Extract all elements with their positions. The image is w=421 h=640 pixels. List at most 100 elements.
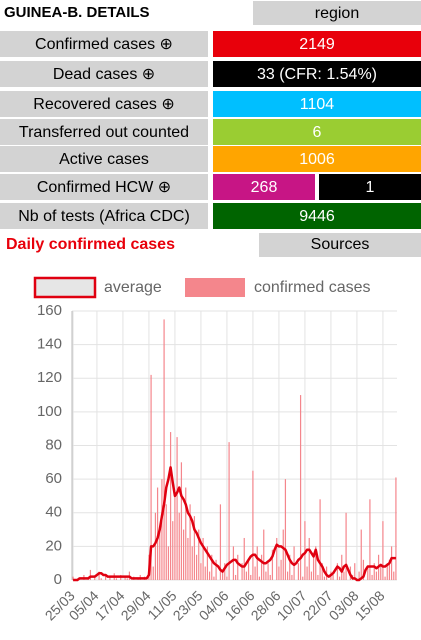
row-label-cell <box>0 61 208 87</box>
bar <box>297 563 300 580</box>
bar <box>182 529 185 580</box>
bar <box>393 571 395 580</box>
bar <box>176 437 178 580</box>
y-tick-label: 40 <box>45 504 62 521</box>
bar <box>191 546 193 580</box>
sources-button[interactable] <box>259 233 421 257</box>
bar <box>321 563 323 580</box>
bar <box>228 442 230 580</box>
value-cell <box>319 174 421 200</box>
region-button[interactable] <box>253 1 421 25</box>
bar <box>94 576 96 580</box>
value-cell <box>213 146 421 172</box>
sources-button-label[interactable]: Sources <box>311 236 370 253</box>
bar <box>291 574 293 580</box>
y-tick-label: 100 <box>37 403 62 420</box>
value: 2149 <box>299 36 335 53</box>
bar <box>98 571 100 580</box>
bar <box>306 566 308 580</box>
bar <box>256 546 258 580</box>
y-tick-label: 0 <box>54 571 62 588</box>
section-title: Daily confirmed cases <box>6 236 175 253</box>
legend-swatch[interactable] <box>33 276 97 299</box>
region-button-label[interactable]: region <box>315 5 359 22</box>
bar <box>369 499 371 580</box>
bar <box>232 546 235 580</box>
legend-label[interactable]: average <box>104 279 162 296</box>
row-label-cell <box>0 203 208 229</box>
bar <box>100 578 102 580</box>
bar <box>282 529 284 580</box>
bar <box>343 571 345 580</box>
bar <box>169 432 172 580</box>
bar <box>284 479 287 580</box>
bar <box>289 554 291 580</box>
bar <box>252 470 254 580</box>
bar <box>336 563 339 580</box>
value-cell <box>213 61 421 87</box>
bar <box>178 512 180 580</box>
bar <box>215 559 217 580</box>
bar <box>280 559 282 580</box>
bar <box>299 395 302 580</box>
bar <box>163 319 165 580</box>
legend-swatch[interactable] <box>185 278 245 297</box>
bar <box>293 546 295 580</box>
bar <box>234 574 237 580</box>
row-label-cell <box>0 91 208 117</box>
bar <box>180 462 183 580</box>
bar <box>358 571 360 580</box>
bar <box>354 563 356 580</box>
row-label: Confirmed cases ⊕ <box>35 36 173 53</box>
bar <box>382 521 384 580</box>
row-label-cell <box>0 174 208 200</box>
bar <box>72 576 74 580</box>
bar <box>208 571 211 580</box>
y-tick-label: 80 <box>45 436 62 453</box>
bar <box>237 554 239 580</box>
legend-label[interactable]: confirmed cases <box>254 279 371 296</box>
y-tick-label: 120 <box>37 369 62 386</box>
bar <box>265 571 267 580</box>
value: 1104 <box>300 96 335 113</box>
bar <box>388 559 391 580</box>
bar <box>384 576 386 580</box>
bar <box>221 571 224 580</box>
bar <box>154 512 157 580</box>
bar <box>319 499 321 580</box>
value: 6 <box>313 124 322 141</box>
value: 1 <box>366 179 375 196</box>
bar <box>271 549 274 580</box>
x-tick-label: 29/04 <box>118 587 154 623</box>
bar <box>202 537 204 580</box>
bar <box>380 566 382 580</box>
bar <box>150 374 152 580</box>
bar <box>226 576 228 580</box>
row-label: Recovered cases ⊕ <box>33 96 174 113</box>
bar <box>386 563 388 580</box>
row-label-cell <box>0 119 208 145</box>
row-label-cell <box>0 31 208 57</box>
bar <box>189 504 191 580</box>
bar <box>224 563 226 580</box>
bar <box>247 559 250 580</box>
bar <box>185 487 187 580</box>
bar <box>89 569 92 580</box>
value-cell <box>213 174 315 200</box>
bar <box>126 578 128 580</box>
bar <box>167 546 170 580</box>
bar <box>161 479 163 580</box>
bar <box>302 576 304 580</box>
bar <box>317 574 319 580</box>
bar <box>323 576 326 580</box>
value-cell <box>213 203 421 229</box>
value-cell <box>213 31 421 57</box>
y-tick-label: 60 <box>45 470 62 487</box>
bar <box>115 578 118 580</box>
bar <box>124 576 126 580</box>
bar <box>286 571 289 580</box>
bar <box>187 537 189 580</box>
bar <box>338 576 341 580</box>
